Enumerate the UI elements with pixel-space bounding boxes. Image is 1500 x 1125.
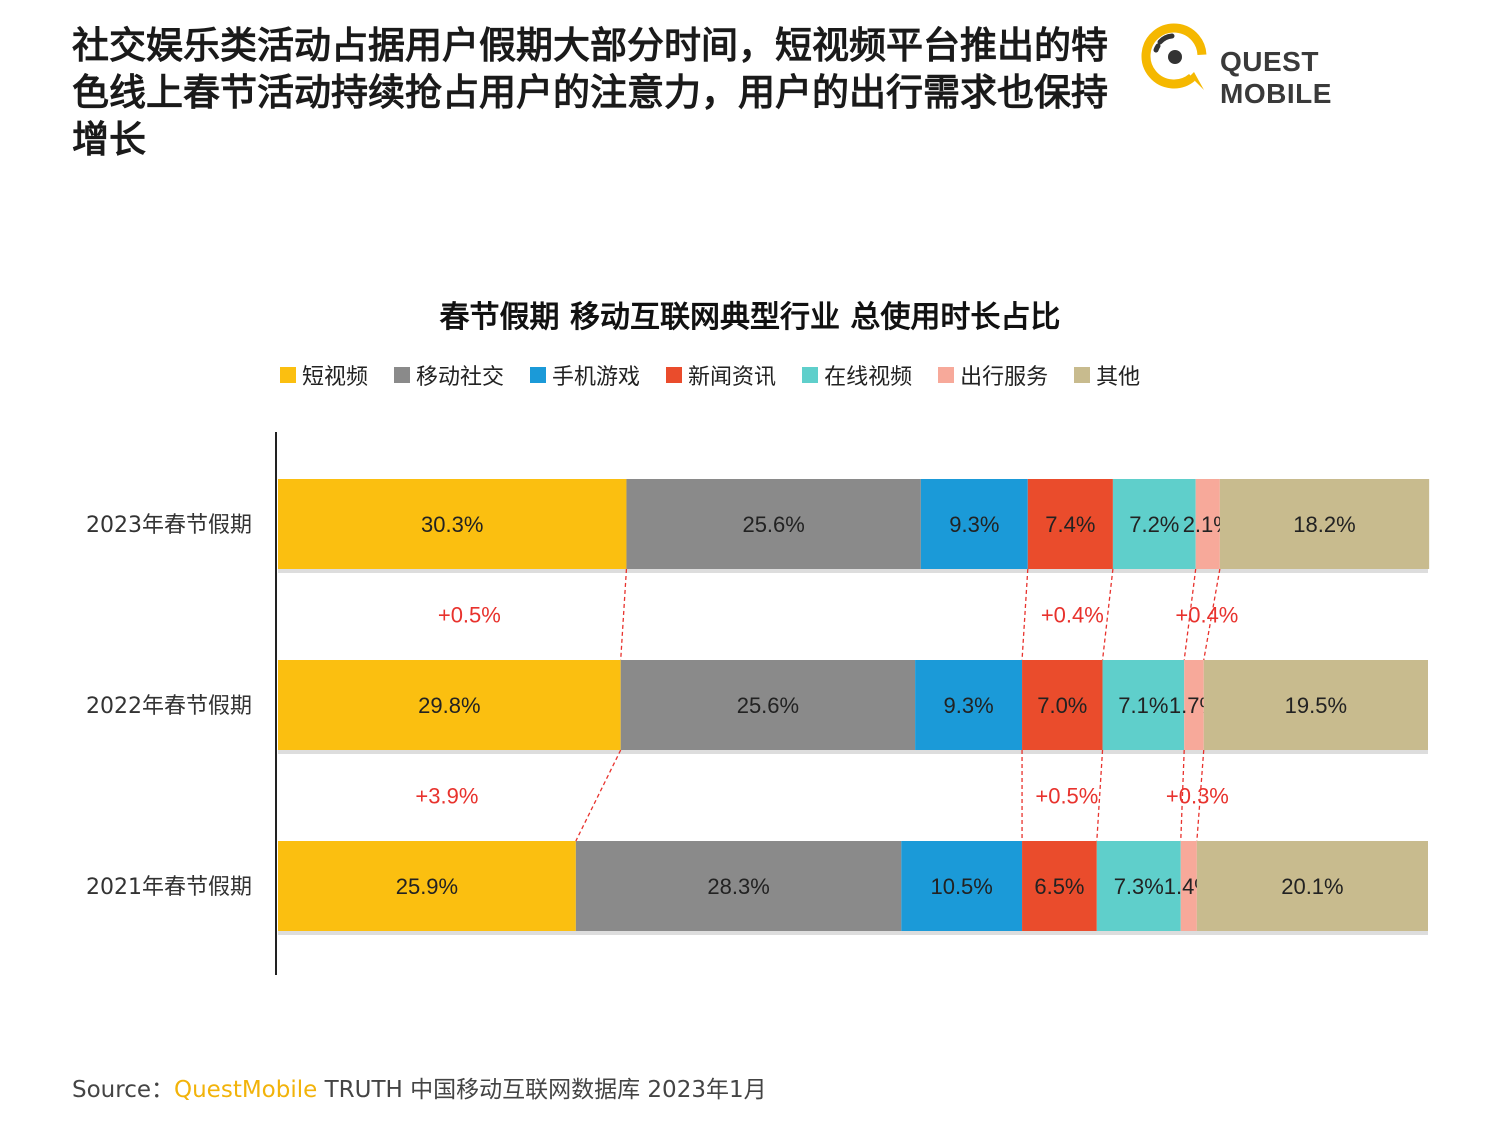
bar-segment bbox=[1219, 479, 1430, 569]
bar-segment bbox=[278, 660, 621, 750]
data-label: 28.3% bbox=[707, 874, 769, 899]
row-label: 2023年春节假期 bbox=[86, 513, 252, 538]
bar-segment bbox=[920, 479, 1028, 569]
legend-label: 出行服务 bbox=[960, 365, 1049, 390]
change-connector bbox=[620, 568, 628, 661]
row-label: 2021年春节假期 bbox=[86, 875, 252, 900]
change-label: +0.3% bbox=[1166, 784, 1229, 809]
legend-label: 手机游戏 bbox=[552, 365, 641, 390]
data-label: 25.6% bbox=[742, 512, 804, 537]
chart-title: 春节假期 移动互联网典型行业 总使用时长占比 bbox=[439, 300, 1061, 335]
bar-segment bbox=[1022, 660, 1103, 750]
change-connector bbox=[1196, 749, 1205, 842]
change-connector bbox=[1101, 568, 1114, 661]
bar-segment bbox=[1027, 479, 1113, 569]
legend-swatch bbox=[1074, 367, 1091, 383]
bar-segment bbox=[1022, 841, 1097, 931]
source-note: Source：QuestMobile TRUTH 中国移动互联网数据库 2023… bbox=[72, 1070, 767, 1104]
bar-shadow bbox=[278, 569, 1428, 573]
change-label: +0.5% bbox=[438, 603, 501, 628]
legend-item: 出行服务 bbox=[938, 359, 1048, 391]
bar-segment bbox=[1180, 841, 1197, 931]
logo-text: QUEST MOBILE bbox=[1220, 46, 1332, 109]
legend-swatch bbox=[802, 367, 819, 383]
data-label: 18.2% bbox=[1293, 512, 1355, 537]
data-label: 7.1% bbox=[1118, 693, 1168, 718]
data-label: 30.3% bbox=[421, 512, 483, 537]
change-connector bbox=[1180, 749, 1185, 842]
bar-segment bbox=[901, 841, 1023, 931]
change-connector bbox=[1183, 568, 1197, 661]
data-label: 25.6% bbox=[737, 693, 799, 718]
bar-segment bbox=[1184, 660, 1204, 750]
change-label: +0.4% bbox=[1175, 603, 1238, 628]
bar-segment bbox=[620, 660, 916, 750]
legend-item: 短视频 bbox=[280, 359, 368, 391]
questmobile-logo-icon bbox=[1141, 23, 1207, 90]
legend-swatch bbox=[666, 367, 683, 383]
bar-segment bbox=[278, 479, 627, 569]
legend-swatch bbox=[530, 367, 547, 383]
data-label: 9.3% bbox=[949, 512, 999, 537]
source-rest: TRUTH 中国移动互联网数据库 2023年1月 bbox=[317, 1077, 767, 1103]
data-label: 29.8% bbox=[418, 693, 480, 718]
data-label: 7.4% bbox=[1045, 512, 1095, 537]
legend-item: 新闻资讯 bbox=[666, 359, 776, 391]
questmobile-logo: QUEST MOBILE bbox=[1138, 18, 1438, 109]
source-brand: QuestMobile bbox=[174, 1077, 318, 1103]
source-prefix: Source： bbox=[72, 1077, 174, 1103]
legend-swatch bbox=[938, 367, 955, 383]
data-label: 7.0% bbox=[1037, 693, 1087, 718]
legend-item: 在线视频 bbox=[802, 359, 912, 391]
data-label: 9.3% bbox=[943, 693, 993, 718]
change-connector bbox=[575, 749, 622, 842]
bar-segment bbox=[1203, 660, 1428, 750]
page-headline: 社交娱乐类活动占据用户假期大部分时间，短视频平台推出的特色线上春节活动持续抢占用… bbox=[72, 24, 1108, 161]
bar-segment bbox=[1102, 660, 1185, 750]
legend-label: 移动社交 bbox=[416, 365, 505, 390]
legend-label: 新闻资讯 bbox=[688, 365, 777, 390]
change-connector bbox=[1021, 568, 1029, 661]
bar-segment bbox=[626, 479, 921, 569]
bar-segment bbox=[1112, 479, 1196, 569]
legend-label: 其他 bbox=[1096, 365, 1141, 390]
legend-swatch bbox=[394, 367, 411, 383]
bar-segment bbox=[915, 660, 1023, 750]
data-label: 10.5% bbox=[930, 874, 992, 899]
legend-label: 短视频 bbox=[302, 365, 369, 390]
data-label: 25.9% bbox=[396, 874, 458, 899]
legend-item: 移动社交 bbox=[394, 359, 504, 391]
bar-segment bbox=[575, 841, 902, 931]
bar-segment bbox=[1195, 479, 1220, 569]
data-label: 7.2% bbox=[1129, 512, 1179, 537]
legend-label: 在线视频 bbox=[824, 365, 913, 390]
bar-segment bbox=[1196, 841, 1428, 931]
legend-item: 手机游戏 bbox=[530, 359, 640, 391]
data-label: 20.1% bbox=[1281, 874, 1343, 899]
row-label: 2022年春节假期 bbox=[86, 694, 252, 719]
bar-segment bbox=[1096, 841, 1181, 931]
bar-shadow bbox=[278, 750, 1428, 754]
data-label: 19.5% bbox=[1285, 693, 1347, 718]
bar-segment bbox=[278, 841, 576, 931]
change-connector bbox=[1203, 568, 1221, 661]
legend-item: 其他 bbox=[1074, 359, 1140, 391]
change-label: +0.4% bbox=[1041, 603, 1104, 628]
data-label: 7.3% bbox=[1114, 874, 1164, 899]
chart-legend: 短视频 移动社交 手机游戏 新闻资讯 在线视频 出行服务 其他 bbox=[280, 358, 1240, 392]
legend-swatch bbox=[280, 367, 296, 383]
bar-shadow bbox=[278, 931, 1428, 935]
change-label: +3.9% bbox=[415, 784, 478, 809]
change-connector bbox=[1096, 749, 1104, 842]
data-label: 6.5% bbox=[1034, 874, 1084, 899]
change-label: +0.5% bbox=[1035, 784, 1098, 809]
